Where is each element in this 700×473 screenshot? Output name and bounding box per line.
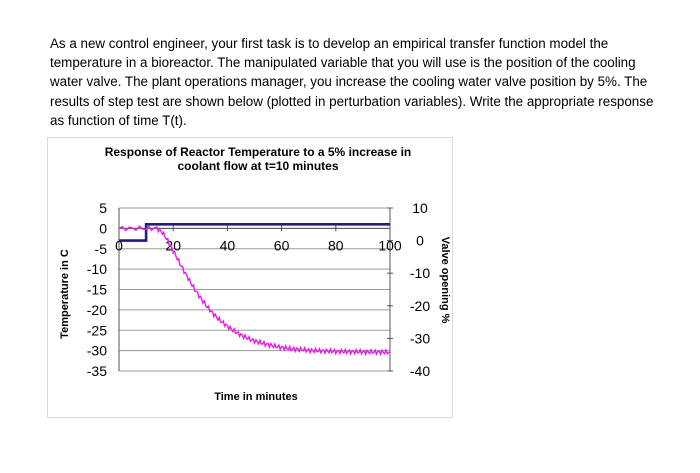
- x-tick-label-5: 100: [378, 237, 402, 253]
- series-valve-line: [119, 223, 390, 242]
- y-tick-label-7: -30: [87, 343, 107, 359]
- x-axis-label: Time in minutes: [214, 391, 298, 403]
- x-tick-label-0: 0: [115, 237, 123, 253]
- y2-tick-label-4: -30: [410, 330, 430, 346]
- y-tick-label-6: -25: [87, 322, 107, 338]
- y2-tick-label-3: -20: [410, 298, 430, 314]
- y-tick-label-0: 5: [99, 200, 107, 216]
- y2-tick-label-0: 10: [412, 200, 428, 216]
- y-tick-label-5: -20: [87, 302, 107, 318]
- y2-axis-label: Valve opening %: [439, 237, 451, 324]
- grid-lines: [119, 207, 390, 372]
- y2-tick-label-1: 0: [416, 233, 424, 249]
- chart-title-line-1: Response of Reactor Temperature to a 5% …: [105, 145, 412, 159]
- y-tick-label-2: -5: [95, 241, 108, 257]
- y-tick-label-4: -15: [87, 282, 107, 298]
- chart-frame: Response of Reactor Temperature to a 5% …: [47, 137, 453, 418]
- problem-statement: As a new control engineer, your first ta…: [50, 36, 654, 128]
- tick-labels: 50-5-10-15-20-25-30-350 20 40 60 80 100100-10…: [87, 200, 431, 379]
- y-tick-label-1: 0: [99, 220, 107, 236]
- y-axis-label: Temperature in C: [59, 249, 71, 339]
- x-tick-label-2: 40: [220, 237, 236, 253]
- x-tick-label-3: 60: [274, 237, 290, 253]
- y2-tick-label-2: -10: [410, 265, 430, 281]
- chart-title-line-2: coolant flow at t=10 minutes: [177, 159, 338, 173]
- series-lines: [118, 223, 391, 357]
- x-tick-label-4: 80: [328, 237, 344, 253]
- y-tick-label-3: -10: [87, 261, 107, 277]
- step-response-chart: Response of Reactor Temperature to a 5% …: [59, 145, 451, 403]
- x-tick-label-1: 20: [165, 237, 181, 253]
- y2-tick-label-5: -40: [410, 363, 430, 379]
- series-temperature-line: [118, 225, 391, 357]
- y-tick-label-8: -35: [87, 363, 107, 379]
